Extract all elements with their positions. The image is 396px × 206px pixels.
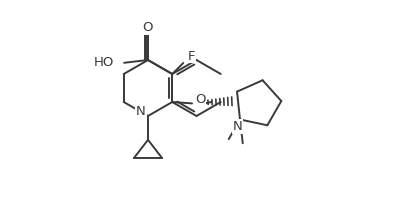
Text: F: F — [187, 49, 195, 62]
Text: O: O — [143, 20, 153, 33]
Text: N: N — [233, 120, 243, 133]
Text: O: O — [143, 21, 153, 34]
Text: HO: HO — [94, 56, 114, 69]
Text: N: N — [136, 104, 146, 117]
Text: O: O — [195, 93, 205, 106]
